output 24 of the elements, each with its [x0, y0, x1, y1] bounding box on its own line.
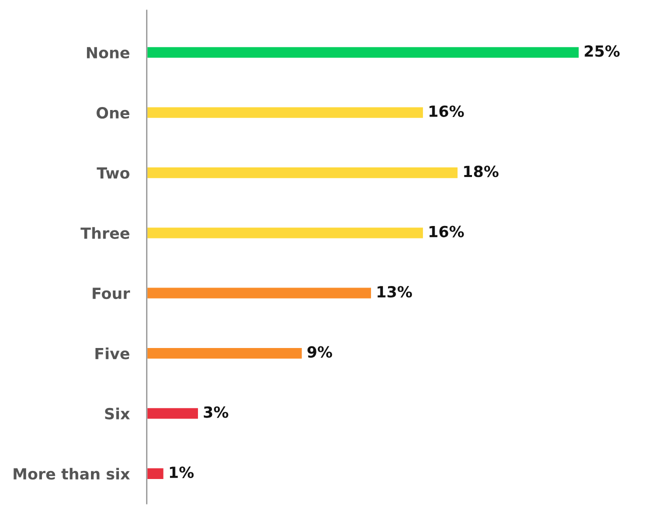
bar: [146, 286, 372, 300]
y-tick-label: Two: [96, 167, 130, 179]
data-label: 13%: [378, 286, 412, 298]
y-tick-label: None: [86, 47, 130, 58]
data-label: 16%: [430, 105, 464, 118]
bar: [146, 166, 459, 180]
y-tick-label: Four: [92, 288, 130, 300]
data-label: 25%: [584, 45, 620, 57]
data-label: 16%: [430, 226, 464, 238]
y-tick-label: Five: [95, 347, 130, 360]
data-label: 9%: [307, 346, 332, 358]
bar: [146, 226, 424, 240]
data-label: 18%: [464, 166, 498, 178]
bar: [146, 106, 424, 120]
y-tick-label: One: [96, 107, 130, 119]
bar: [146, 46, 580, 60]
bar: [146, 406, 200, 420]
bar: [146, 466, 165, 480]
bar: [146, 346, 304, 360]
data-label: 3%: [204, 406, 228, 418]
y-tick-label: More than six: [14, 468, 130, 480]
data-label: 1%: [170, 466, 194, 478]
y-tick-label: Three: [80, 227, 130, 239]
y-tick-label: Six: [105, 408, 130, 420]
